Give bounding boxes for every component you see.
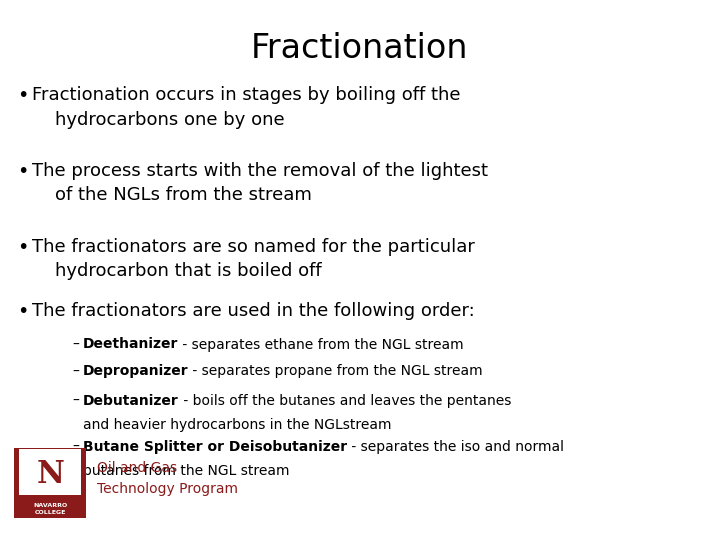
Text: The fractionators are used in the following order:: The fractionators are used in the follow… <box>32 302 475 320</box>
Text: Fractionation occurs in stages by boiling off the
    hydrocarbons one by one: Fractionation occurs in stages by boilin… <box>32 86 461 129</box>
Text: The fractionators are so named for the particular
    hydrocarbon that is boiled: The fractionators are so named for the p… <box>32 238 475 280</box>
Text: Debutanizer: Debutanizer <box>83 394 179 408</box>
FancyBboxPatch shape <box>14 448 86 518</box>
Text: •: • <box>17 162 29 181</box>
Text: and heavier hydrocarbons in the NGLstream: and heavier hydrocarbons in the NGLstrea… <box>83 418 391 433</box>
Text: •: • <box>17 238 29 256</box>
Text: - separates propane from the NGL stream: - separates propane from the NGL stream <box>189 364 483 379</box>
Text: Deethanizer: Deethanizer <box>83 338 178 352</box>
FancyBboxPatch shape <box>19 449 81 495</box>
Text: Fractionation: Fractionation <box>251 32 469 65</box>
Text: Butane Splitter or Deisobutanizer: Butane Splitter or Deisobutanizer <box>83 440 347 454</box>
Text: NAVARRO: NAVARRO <box>33 503 68 508</box>
Text: •: • <box>17 302 29 321</box>
Text: Depropanizer: Depropanizer <box>83 364 189 379</box>
Text: butanes from the NGL stream: butanes from the NGL stream <box>83 464 289 478</box>
Text: COLLEGE: COLLEGE <box>35 510 66 515</box>
Text: •: • <box>17 86 29 105</box>
Text: Oil and Gas: Oil and Gas <box>97 461 177 475</box>
Text: N: N <box>37 460 64 490</box>
Text: - separates the iso and normal: - separates the iso and normal <box>347 440 564 454</box>
Text: –: – <box>72 394 79 408</box>
Text: –: – <box>72 440 79 454</box>
Text: The process starts with the removal of the lightest
    of the NGLs from the str: The process starts with the removal of t… <box>32 162 488 204</box>
Text: –: – <box>72 364 79 379</box>
Text: –: – <box>72 338 79 352</box>
Text: - separates ethane from the NGL stream: - separates ethane from the NGL stream <box>178 338 464 352</box>
Text: - boils off the butanes and leaves the pentanes: - boils off the butanes and leaves the p… <box>179 394 511 408</box>
Text: Technology Program: Technology Program <box>97 482 238 496</box>
